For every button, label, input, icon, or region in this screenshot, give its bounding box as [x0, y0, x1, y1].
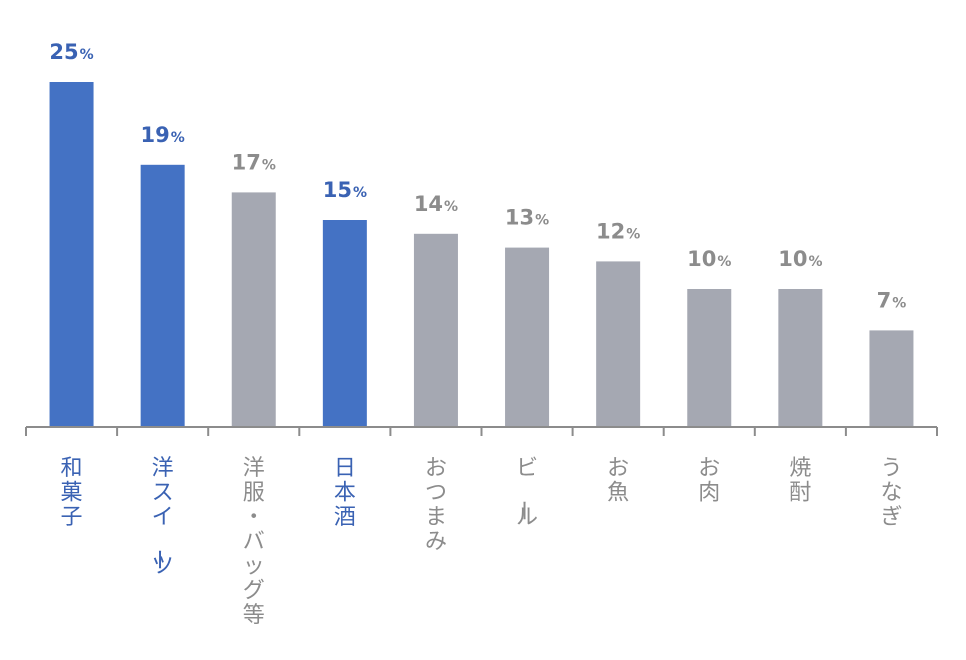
value-unit: %	[353, 185, 367, 201]
bar-1	[49, 82, 94, 427]
bars-layer	[49, 82, 914, 428]
category-char: な	[880, 481, 902, 506]
bar-9	[778, 289, 823, 427]
category-char: ・	[243, 505, 265, 530]
bar-6	[505, 247, 550, 427]
category-char: 服	[243, 481, 265, 506]
value-unit: %	[80, 47, 94, 63]
value-unit: %	[717, 254, 731, 270]
category-label-7: お魚	[607, 456, 629, 506]
bar-7	[596, 261, 641, 427]
value-label-8: 10%	[687, 247, 731, 271]
category-char: お	[698, 456, 720, 481]
bar-5	[413, 233, 458, 427]
value-unit: %	[262, 157, 276, 173]
category-label-2: 洋スイーツ	[146, 456, 174, 579]
category-char: 酒	[334, 505, 356, 530]
category-label-5: おつまみ	[425, 456, 447, 555]
value-label-9: 10%	[778, 247, 822, 271]
category-char: ッ	[243, 554, 265, 579]
category-char: 本	[334, 481, 356, 506]
category-char: バ	[243, 530, 265, 555]
value-label-2: 19%	[141, 123, 185, 147]
category-char: 日	[334, 456, 356, 481]
category-label-10: うなぎ	[880, 456, 902, 530]
value-unit: %	[808, 254, 822, 270]
category-char: ー	[510, 500, 535, 522]
category-char: ル	[516, 505, 538, 530]
category-label-1: 和菓子	[61, 456, 83, 530]
bar-2	[140, 164, 185, 428]
value-label-5: 14%	[414, 192, 458, 216]
category-char: 和	[61, 456, 83, 481]
category-char: お	[425, 456, 447, 481]
value-label-10: 7%	[877, 288, 907, 312]
category-label-9: 焼酎	[789, 456, 811, 506]
category-label-8: お肉	[698, 456, 720, 506]
category-char: ま	[425, 505, 447, 530]
category-label-6: ビール	[510, 456, 538, 530]
bar-3	[231, 192, 276, 427]
category-char: 洋	[243, 456, 265, 481]
value-unit: %	[444, 199, 458, 215]
category-char: 等	[243, 603, 265, 628]
value-number: 7	[877, 288, 892, 312]
value-number: 12	[596, 219, 625, 243]
category-char: つ	[425, 481, 447, 506]
value-number: 14	[414, 192, 443, 216]
category-char: う	[880, 456, 902, 481]
value-number: 15	[323, 178, 352, 202]
value-number: 10	[687, 247, 716, 271]
value-unit: %	[892, 295, 906, 311]
value-number: 13	[505, 206, 534, 230]
category-char: グ	[243, 579, 265, 604]
value-label-6: 13%	[505, 206, 549, 230]
value-unit: %	[535, 213, 549, 229]
value-number: 25	[49, 40, 78, 64]
value-labels-layer: 25%19%17%15% 14% 13% 12%10% 10%7%	[49, 40, 906, 312]
category-label-3: 洋服・バッグ等	[243, 456, 265, 628]
category-char: ー	[146, 549, 171, 571]
bar-10	[869, 330, 914, 427]
bar-4	[322, 220, 367, 427]
category-char: 酎	[789, 481, 811, 506]
category-char: お	[607, 456, 629, 481]
category-char: 肉	[698, 481, 720, 506]
value-label-7: 12%	[596, 219, 640, 243]
category-char: 子	[61, 505, 83, 530]
category-char: ぎ	[880, 505, 902, 530]
value-unit: %	[626, 226, 640, 242]
category-char: 菓	[61, 481, 83, 506]
value-label-3: 17%	[232, 150, 276, 174]
value-label-4: 15%	[323, 178, 367, 202]
value-label-1: 25%	[49, 40, 93, 64]
category-char: ビ	[516, 456, 538, 481]
category-char: ツ	[152, 554, 174, 579]
category-char: ス	[152, 481, 174, 506]
category-char: み	[425, 530, 447, 555]
category-char: 洋	[152, 456, 174, 481]
value-number: 17	[232, 150, 261, 174]
category-char: 焼	[789, 456, 811, 481]
value-number: 19	[141, 123, 170, 147]
value-number: 10	[778, 247, 807, 271]
category-label-4: 日本酒	[334, 456, 356, 530]
bar-8	[687, 289, 732, 427]
category-char: 魚	[607, 481, 629, 506]
value-unit: %	[171, 130, 185, 146]
x-axis	[25, 426, 938, 436]
category-char: イ	[152, 505, 174, 530]
